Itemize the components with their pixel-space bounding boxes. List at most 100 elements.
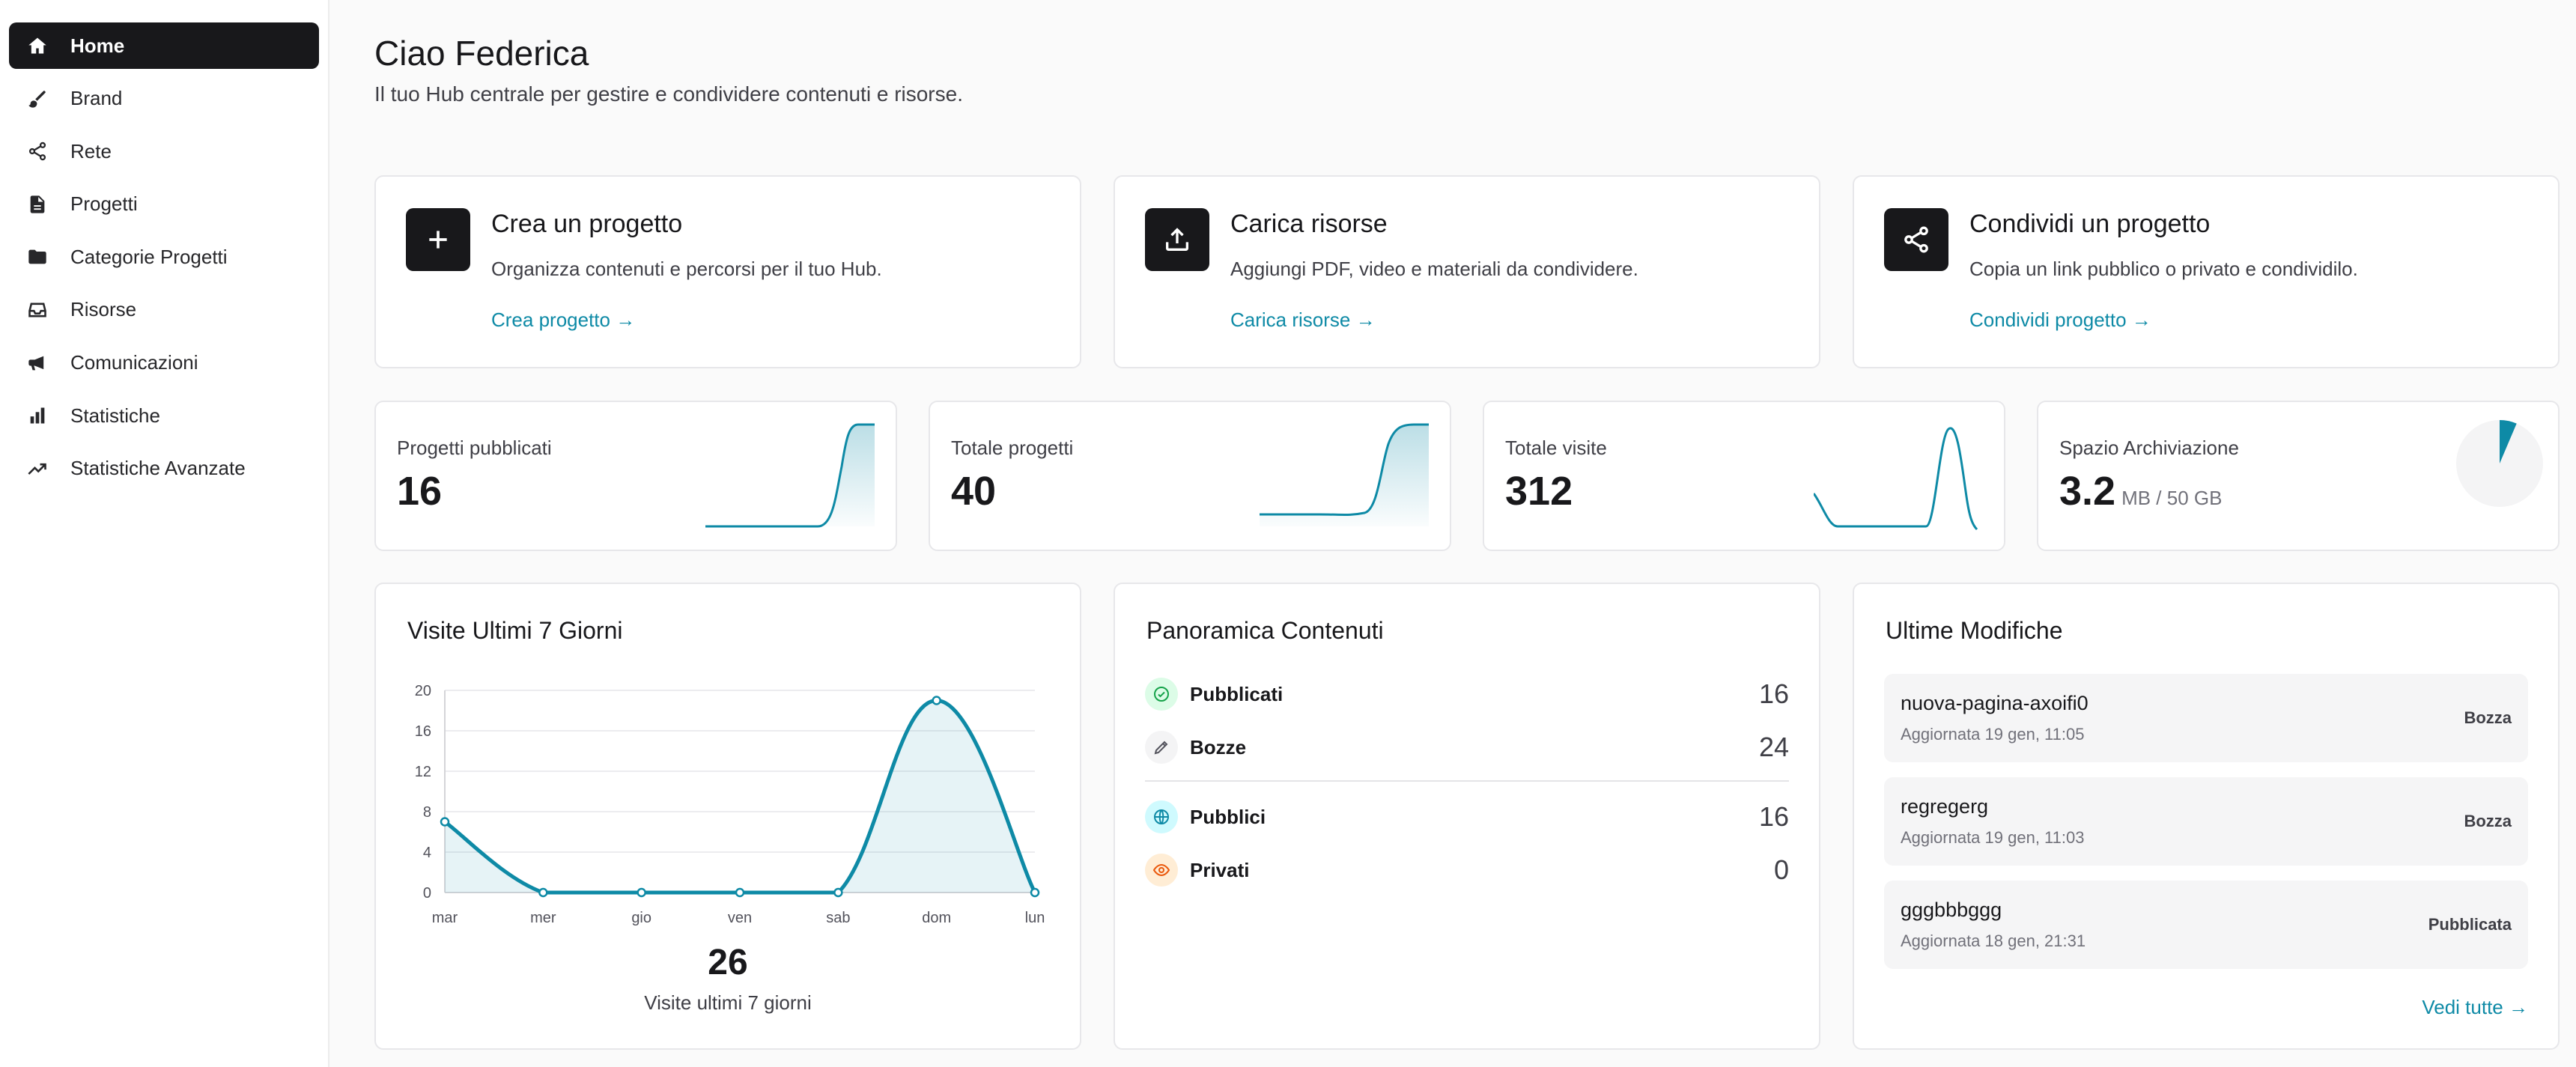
- y-tick-label: 8: [423, 804, 431, 821]
- storage-unit: MB / 50 GB: [2121, 487, 2223, 509]
- sidebar-item-risorse[interactable]: Risorse: [9, 287, 319, 333]
- megaphone-icon: [27, 353, 48, 374]
- sparkline-published: [705, 423, 875, 528]
- overview-label: Privati: [1190, 858, 1250, 881]
- sidebar-item-label: Risorse: [70, 298, 137, 321]
- modification-item[interactable]: nuova-pagina-axoifi0 Aggiornata 19 gen, …: [1884, 674, 2528, 762]
- sparkline-total-visits: [1814, 427, 1978, 531]
- card-title: Crea un progetto: [491, 210, 683, 238]
- overview-label: Bozze: [1190, 735, 1247, 759]
- sidebar-item-label: Comunicazioni: [70, 351, 198, 374]
- upload-icon: [1145, 208, 1209, 271]
- globe-icon: [1145, 800, 1178, 833]
- storage-used-slice: [2500, 419, 2517, 463]
- plus-icon: [406, 208, 470, 271]
- modification-name: regregerg: [1901, 795, 1989, 818]
- x-tick-label: ven: [728, 910, 752, 926]
- data-point: [735, 887, 745, 898]
- status-badge: Bozza: [2464, 708, 2512, 727]
- card-title: Carica risorse: [1230, 210, 1388, 238]
- sidebar-item-home[interactable]: Home: [9, 22, 319, 69]
- main-content: Ciao Federica Il tuo Hub centrale per ge…: [329, 0, 2576, 1067]
- bar-chart-icon: [27, 405, 48, 426]
- card-description: Copia un link pubblico o privato e condi…: [1969, 258, 2358, 280]
- stat-label: Spazio Archiviazione: [2059, 437, 2239, 459]
- sidebar-item-label: Categorie Progetti: [70, 245, 228, 268]
- modification-date: Aggiornata 18 gen, 21:31: [1901, 931, 2086, 950]
- overview-value: 24: [1758, 732, 1789, 762]
- modifications-title: Ultime Modifiche: [1886, 617, 2063, 644]
- sidebar-item-label: Home: [70, 34, 125, 57]
- create-project-link[interactable]: Crea progetto →: [491, 308, 636, 331]
- stat-value: 40: [951, 469, 997, 514]
- y-tick-label: 12: [415, 764, 431, 780]
- share-project-link[interactable]: Condividi progetto →: [1969, 308, 2151, 331]
- y-tick-label: 0: [423, 885, 431, 902]
- sidebar-item-statistiche[interactable]: Statistiche: [9, 392, 319, 439]
- sidebar-item-comunicazioni[interactable]: Comunicazioni: [9, 340, 319, 386]
- visits-line-chart: 0 4 8 12 16 20 mar mer gio ven sab dom lun: [415, 683, 1045, 926]
- visits-area: [445, 700, 1035, 893]
- stat-card-storage: Spazio Archiviazione 3.2 MB / 50 GB: [2037, 401, 2560, 551]
- overview-label: Pubblicati: [1190, 682, 1284, 705]
- card-description: Aggiungi PDF, video e materiali da condi…: [1230, 258, 1638, 280]
- pencil-icon: [1145, 731, 1178, 764]
- upload-resources-link[interactable]: Carica risorse →: [1230, 308, 1376, 331]
- x-tick-label: gio: [631, 910, 651, 926]
- upload-resources-card[interactable]: Carica risorse Aggiungi PDF, video e mat…: [1114, 175, 1820, 368]
- home-icon: [27, 35, 48, 56]
- sidebar-item-label: Progetti: [70, 192, 138, 216]
- sidebar-item-brand[interactable]: Brand: [9, 76, 319, 122]
- data-point: [932, 696, 941, 705]
- overview-row-drafts: Bozze 24: [1145, 729, 1789, 766]
- sidebar-item-rete[interactable]: Rete: [9, 128, 319, 174]
- modification-name: gggbbbggg: [1901, 899, 2002, 921]
- x-tick-label: dom: [922, 910, 951, 926]
- modification-item[interactable]: regregerg Aggiornata 19 gen, 11:03 Bozza: [1884, 777, 2528, 866]
- stat-card-total-projects: Totale progetti 40: [929, 401, 1451, 551]
- sidebar-item-categorie-progetti[interactable]: Categorie Progetti: [9, 234, 319, 280]
- y-tick-label: 16: [415, 723, 431, 740]
- stat-value: 16: [397, 469, 443, 514]
- sparkline-total-projects: [1260, 423, 1429, 526]
- share-icon: [27, 141, 48, 162]
- overview-row-published: Pubblicati 16: [1145, 675, 1789, 713]
- data-point: [833, 887, 843, 898]
- create-project-card[interactable]: Crea un progetto Organizza contenuti e p…: [374, 175, 1081, 368]
- stat-value: 312: [1505, 469, 1573, 514]
- sidebar-item-label: Brand: [70, 87, 123, 110]
- stat-card-total-visits: Totale visite 312: [1483, 401, 2005, 551]
- data-point: [538, 887, 548, 898]
- modification-name: nuova-pagina-axoifi0: [1901, 692, 2089, 714]
- eye-icon: [1145, 854, 1178, 887]
- x-tick-label: sab: [826, 910, 850, 926]
- stat-value: 3.2 MB / 50 GB: [2059, 468, 2222, 514]
- storage-pie: [2456, 419, 2543, 507]
- x-tick-label: mer: [530, 910, 556, 926]
- sidebar-item-label: Statistiche: [70, 404, 160, 427]
- visits-chart-card: Visite Ultimi 7 Giorni 0 4 8 12 16 20 mar mer gi…: [374, 583, 1081, 1050]
- visits-total-label: Visite ultimi 7 giorni: [644, 991, 812, 1014]
- page-subtitle: Il tuo Hub centrale per gestire e condiv…: [374, 82, 963, 106]
- sidebar-item-statistiche-avanzate[interactable]: Statistiche Avanzate: [9, 446, 319, 492]
- card-description: Organizza contenuti e percorsi per il tu…: [491, 258, 882, 280]
- stat-label: Progetti pubblicati: [397, 437, 552, 459]
- share-project-card[interactable]: Condividi un progetto Copia un link pubb…: [1853, 175, 2560, 368]
- stat-card-published-projects: Progetti pubblicati 16: [374, 401, 897, 551]
- see-all-link[interactable]: Vedi tutte →: [2422, 996, 2528, 1018]
- sidebar-item-label: Rete: [70, 139, 112, 162]
- data-point: [440, 817, 450, 827]
- sidebar-item-progetti[interactable]: Progetti: [9, 181, 319, 228]
- visits-chart-title: Visite Ultimi 7 Giorni: [407, 617, 623, 644]
- status-badge: Bozza: [2464, 812, 2512, 830]
- data-point: [1030, 887, 1040, 898]
- page-title: Ciao Federica: [374, 34, 589, 73]
- modification-item[interactable]: gggbbbggg Aggiornata 18 gen, 21:31 Pubbl…: [1884, 881, 2528, 969]
- brush-icon: [27, 88, 48, 109]
- card-title: Condividi un progetto: [1969, 210, 2211, 238]
- overview-title: Panoramica Contenuti: [1146, 617, 1384, 644]
- visits-total-value: 26: [708, 943, 748, 982]
- overview-value: 0: [1773, 854, 1789, 885]
- y-tick-label: 4: [423, 845, 431, 861]
- x-tick-label: lun: [1025, 910, 1045, 926]
